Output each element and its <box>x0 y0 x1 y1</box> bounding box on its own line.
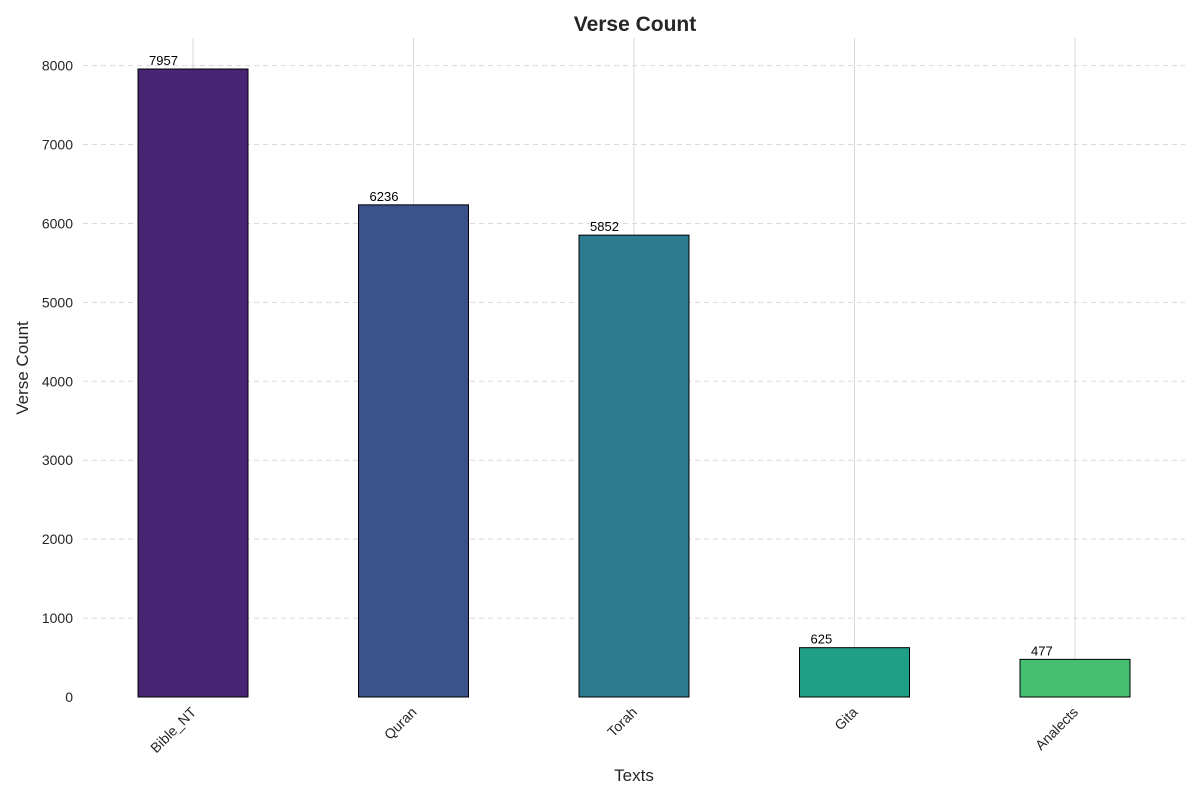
y-tick-label: 5000 <box>42 294 73 310</box>
y-tick-label: 8000 <box>42 58 73 74</box>
y-axis-ticks: 0 1000 2000 3000 4000 5000 6000 7000 8000 <box>42 58 73 705</box>
data-label: 6236 <box>370 189 399 204</box>
data-label: 7957 <box>149 53 178 68</box>
y-axis-label: Verse Count <box>13 321 32 415</box>
data-label: 477 <box>1031 643 1053 658</box>
bar-bible-nt <box>137 68 249 698</box>
bar-analects <box>1019 658 1131 698</box>
y-tick-label: 2000 <box>42 531 73 547</box>
bar-quran <box>358 204 469 698</box>
y-tick-label: 3000 <box>42 452 73 468</box>
bar-gita <box>799 647 910 698</box>
y-tick-label: 4000 <box>42 373 73 389</box>
y-tick-label: 6000 <box>42 215 73 231</box>
x-tick-label: Analects <box>1032 704 1081 753</box>
y-tick-label: 0 <box>65 689 73 705</box>
data-labels: 7957 6236 5852 625 477 <box>149 53 1053 658</box>
y-tick-label: 7000 <box>42 137 73 153</box>
data-label: 5852 <box>590 219 619 234</box>
y-tick-label: 1000 <box>42 610 73 626</box>
x-axis-ticks: Bible_NT Quran Torah Gita Analects <box>147 704 1081 756</box>
x-axis-label: Texts <box>614 766 654 785</box>
x-tick-label: Bible_NT <box>147 704 199 756</box>
x-tick-label: Quran <box>381 704 420 743</box>
x-tick-label: Gita <box>831 704 861 734</box>
x-tick-label: Torah <box>604 704 640 740</box>
bar-torah <box>578 234 690 698</box>
bars <box>137 68 1131 698</box>
chart-title: Verse Count <box>574 13 697 36</box>
data-label: 625 <box>811 632 833 647</box>
